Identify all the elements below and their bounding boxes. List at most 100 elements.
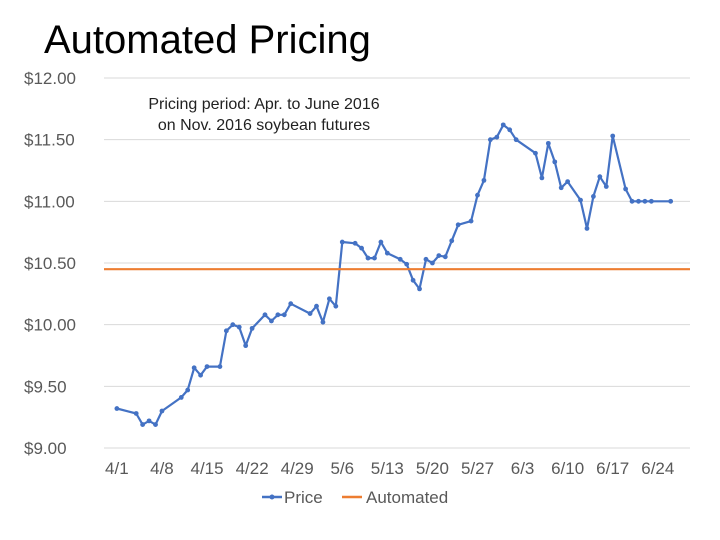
price-point — [185, 387, 191, 393]
price-point — [378, 239, 384, 245]
x-tick-label: 4/29 — [281, 459, 314, 478]
price-point — [552, 159, 558, 165]
price-point — [352, 240, 358, 246]
price-point — [133, 411, 139, 416]
x-tick-label: 5/13 — [371, 459, 404, 478]
x-tick-label: 5/20 — [416, 459, 449, 478]
price-point — [114, 406, 120, 411]
price-point — [584, 226, 590, 231]
y-tick-label: $11.00 — [24, 192, 75, 211]
price-point — [578, 197, 583, 203]
price-point — [404, 261, 410, 267]
price-point — [384, 250, 390, 256]
chart-annotation: Pricing period: Apr. to June 2016 on Nov… — [104, 94, 424, 136]
price-point — [281, 312, 287, 318]
legend: Price Automated — [262, 488, 448, 507]
price-point — [468, 218, 474, 224]
price-point — [223, 328, 229, 334]
x-tick-label: 6/24 — [641, 459, 674, 478]
x-tick-label: 6/3 — [511, 459, 535, 478]
price-point — [533, 150, 538, 156]
price-point — [423, 256, 429, 262]
price-point — [591, 194, 596, 199]
price-point — [449, 238, 455, 244]
y-tick-label: $11.50 — [24, 131, 75, 150]
y-axis-ticks: $12.00 $11.50 $11.00 $10.50 $10.00 $9.50 $9.00 — [24, 69, 76, 458]
price-point — [565, 179, 571, 185]
price-point — [339, 239, 345, 245]
price-point — [648, 198, 654, 204]
legend-automated-label: Automated — [366, 488, 448, 507]
price-point — [410, 277, 416, 283]
price-series-line — [116, 123, 671, 426]
price-point — [558, 185, 564, 191]
price-point — [307, 311, 313, 316]
price-point — [539, 175, 545, 181]
legend-price-label: Price — [284, 488, 323, 507]
price-point — [217, 364, 223, 369]
price-point — [603, 184, 609, 189]
price-point — [198, 372, 203, 378]
price-point — [314, 303, 319, 309]
price-point — [178, 395, 184, 400]
price-point — [417, 286, 422, 292]
x-tick-label: 5/27 — [461, 459, 494, 478]
x-tick-label: 4/22 — [236, 459, 269, 478]
annotation-line-1: Pricing period: Apr. to June 2016 — [148, 96, 380, 113]
price-point — [475, 192, 480, 198]
y-tick-label: $10.50 — [24, 254, 76, 273]
price-point — [597, 174, 603, 180]
y-tick-label: $10.00 — [24, 316, 76, 335]
price-point — [243, 343, 249, 349]
price-point — [545, 140, 551, 146]
price-point — [430, 260, 435, 266]
x-tick-label: 5/6 — [330, 459, 354, 478]
series-layer — [104, 122, 690, 427]
slide-title: Automated Pricing — [44, 18, 371, 62]
price-point — [610, 133, 616, 139]
price-point — [629, 198, 635, 204]
price-point — [249, 325, 255, 331]
x-tick-label: 6/17 — [596, 459, 629, 478]
price-point — [269, 318, 274, 324]
price-point — [642, 198, 648, 204]
price-point — [481, 177, 487, 183]
price-point — [326, 296, 332, 302]
price-point — [230, 322, 236, 328]
price-point — [365, 255, 371, 261]
price-point — [513, 137, 519, 143]
x-tick-label: 4/8 — [150, 459, 174, 478]
price-point — [320, 319, 326, 325]
price-point — [191, 365, 197, 371]
price-point — [140, 422, 146, 427]
x-tick-label: 4/1 — [105, 459, 129, 478]
x-tick-label: 4/15 — [190, 459, 223, 478]
price-point — [372, 255, 377, 261]
price-point — [333, 303, 339, 309]
legend-price-marker — [269, 494, 275, 500]
x-tick-label: 6/10 — [551, 459, 584, 478]
price-point — [159, 408, 165, 414]
y-tick-label: $12.00 — [24, 69, 76, 88]
price-point — [442, 254, 448, 260]
price-point — [494, 134, 500, 140]
price-point — [668, 198, 674, 204]
price-point — [359, 245, 364, 251]
price-point — [288, 301, 294, 307]
price-point — [204, 364, 210, 369]
price-point — [500, 122, 506, 128]
gridlines — [104, 77, 690, 449]
price-point — [153, 422, 158, 427]
price-point — [397, 256, 403, 262]
price-point — [455, 222, 461, 228]
price-point — [262, 312, 268, 318]
x-axis-ticks: 4/1 4/8 4/15 4/22 4/29 5/6 5/13 5/20 5/27 6/3 6/10… — [105, 459, 674, 478]
y-tick-label: $9.50 — [24, 377, 67, 396]
price-point — [436, 253, 442, 258]
price-point — [636, 198, 641, 204]
price-point — [146, 418, 152, 424]
annotation-line-2: on Nov. 2016 soybean futures — [157, 117, 371, 134]
price-point — [487, 137, 493, 143]
price-point — [236, 324, 242, 330]
